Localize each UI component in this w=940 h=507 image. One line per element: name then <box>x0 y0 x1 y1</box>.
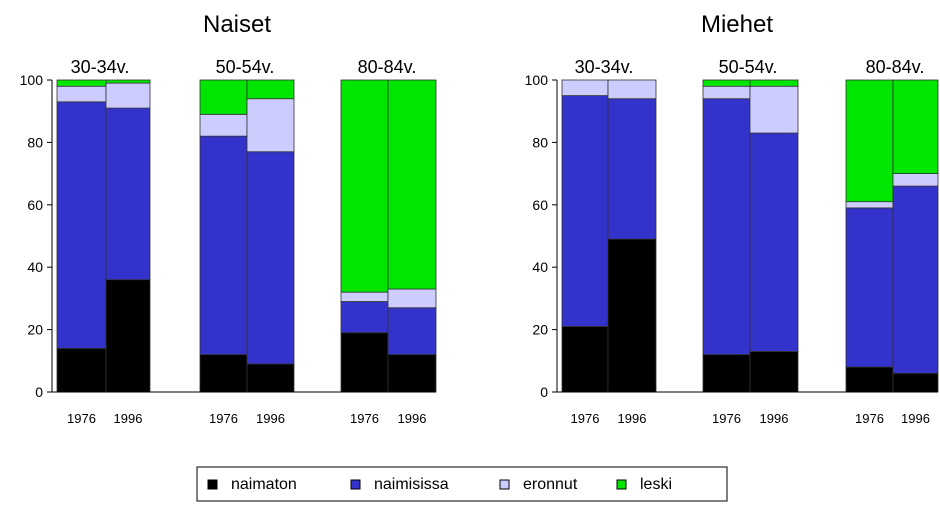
miehet-bar-segment-eronnut <box>702 85 751 100</box>
miehet-group-label: 80-84v. <box>866 57 925 77</box>
miehet-y-tick-label: 40 <box>532 259 548 275</box>
miehet-x-tick-label: 1976 <box>712 411 741 426</box>
naiset-bar-segment-naimaton <box>246 363 295 393</box>
naiset-bar-segment-naimaton <box>105 279 151 393</box>
naiset-x-tick-label: 1976 <box>209 411 238 426</box>
naiset-bar-segment-leski <box>387 79 437 290</box>
miehet-bar-segment-naimisissa <box>561 95 609 327</box>
naiset-x-tick-label: 1976 <box>350 411 379 426</box>
naiset-bar-segment-naimisissa <box>105 107 151 281</box>
miehet-y-tick-label: 0 <box>540 384 548 400</box>
naiset-bar-segment-naimisissa <box>56 101 107 349</box>
miehet-y-tick-label: 80 <box>532 134 548 150</box>
miehet-group-label: 50-54v. <box>719 57 778 77</box>
legend-swatch-naimaton <box>207 479 218 490</box>
legend-label-naimisissa: naimisissa <box>374 476 449 493</box>
miehet-bar-segment-leski <box>749 79 799 87</box>
naiset-y-tick-label: 100 <box>20 72 44 88</box>
miehet-bar-segment-eronnut <box>561 79 609 97</box>
miehet-bar-segment-eronnut <box>892 173 939 187</box>
miehet-bar-segment-naimaton <box>607 238 657 393</box>
miehet-x-tick-label: 1976 <box>571 411 600 426</box>
miehet-chart-title: Miehet <box>701 11 773 38</box>
naiset-bar-segment-leski <box>56 79 107 87</box>
naiset-x-tick-label: 1996 <box>256 411 285 426</box>
miehet-y-tick-label: 20 <box>532 322 548 338</box>
legend-box <box>196 466 728 502</box>
naiset-bar-segment-eronnut <box>340 291 389 302</box>
miehet-x-tick-label: 1996 <box>618 411 647 426</box>
naiset-bar-segment-naimaton <box>340 332 389 393</box>
naiset-bar-segment-eronnut <box>246 98 295 153</box>
naiset-bar-segment-naimaton <box>387 354 437 393</box>
miehet-bar-segment-eronnut <box>607 79 657 100</box>
naiset-bar-segment-leski <box>199 79 248 115</box>
miehet-bar-segment-naimaton <box>561 326 609 393</box>
miehet-bar-segment-naimaton <box>702 354 751 393</box>
naiset-bar-segment-leski <box>105 79 151 84</box>
naiset-y-tick-label: 0 <box>35 384 43 400</box>
miehet-bar-segment-leski <box>892 79 939 174</box>
miehet-x-tick-label: 1976 <box>855 411 884 426</box>
legend-swatch-naimisissa <box>350 479 361 490</box>
naiset-bar-segment-naimaton <box>199 354 248 393</box>
miehet-bar-segment-naimisissa <box>892 185 939 374</box>
miehet-bar-segment-naimisissa <box>845 207 894 368</box>
naiset-x-tick-label: 1976 <box>67 411 96 426</box>
miehet-bar-segment-eronnut <box>749 85 799 134</box>
naiset-group-label: 30-34v. <box>71 57 130 77</box>
naiset-group-label: 50-54v. <box>216 57 275 77</box>
miehet-y-tick-label: 60 <box>532 197 548 213</box>
miehet-bar-segment-leski <box>845 79 894 203</box>
naiset-y-tick-label: 80 <box>27 134 43 150</box>
naiset-bar-segment-naimisissa <box>387 307 437 355</box>
miehet-group-label: 30-34v. <box>575 57 634 77</box>
legend-label-naimaton: naimaton <box>231 476 297 493</box>
naiset-bar-segment-eronnut <box>199 113 248 137</box>
miehet-bar-segment-naimaton <box>892 372 939 393</box>
miehet-bar-segment-naimisissa <box>749 132 799 352</box>
legend-swatch-leski <box>616 479 627 490</box>
miehet-bar-segment-naimaton <box>749 351 799 393</box>
naiset-group-label: 80-84v. <box>358 57 417 77</box>
legend-label-eronnut: eronnut <box>523 476 578 493</box>
miehet-bar-segment-naimisissa <box>607 98 657 240</box>
naiset-bar-segment-leski <box>340 79 389 293</box>
miehet-bar-segment-naimisissa <box>702 98 751 355</box>
naiset-bar-segment-naimisissa <box>199 135 248 355</box>
naiset-x-tick-label: 1996 <box>114 411 143 426</box>
naiset-bar-segment-naimisissa <box>340 301 389 334</box>
miehet-bar-segment-eronnut <box>845 201 894 209</box>
naiset-y-tick-label: 20 <box>27 322 43 338</box>
naiset-x-tick-label: 1996 <box>398 411 427 426</box>
naiset-bar-segment-eronnut <box>105 82 151 109</box>
legend-swatch-eronnut <box>499 479 510 490</box>
legend-label-leski: leski <box>640 476 672 493</box>
naiset-y-tick-label: 60 <box>27 197 43 213</box>
naiset-chart-title: Naiset <box>203 11 271 38</box>
miehet-y-tick-label: 100 <box>525 72 549 88</box>
naiset-bar-segment-naimisissa <box>246 151 295 365</box>
naiset-y-tick-label: 40 <box>27 259 43 275</box>
miehet-x-tick-label: 1996 <box>901 411 930 426</box>
naiset-bar-segment-eronnut <box>387 288 437 309</box>
miehet-bar-segment-naimaton <box>845 366 894 393</box>
miehet-x-tick-label: 1996 <box>760 411 789 426</box>
naiset-bar-segment-eronnut <box>56 85 107 103</box>
miehet-bar-segment-leski <box>702 79 751 87</box>
naiset-bar-segment-naimaton <box>56 347 107 393</box>
naiset-bar-segment-leski <box>246 79 295 100</box>
